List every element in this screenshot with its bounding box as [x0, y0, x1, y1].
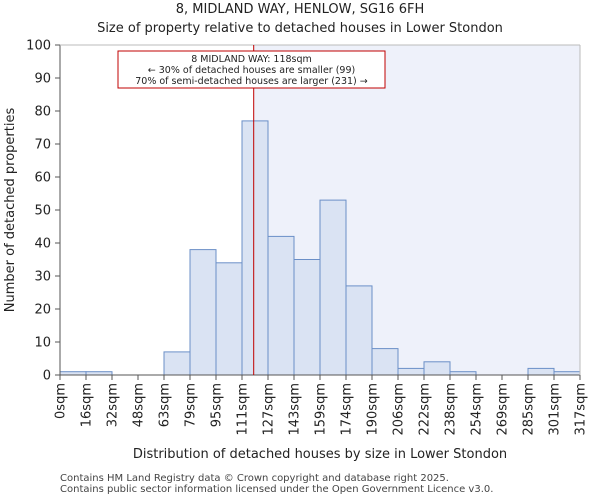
y-tick-label: 40 — [34, 237, 51, 252]
annotation-line-2: ← 30% of detached houses are smaller (99… — [148, 65, 355, 76]
y-tick-label: 90 — [34, 72, 51, 87]
bar[interactable] — [527, 367, 555, 376]
annotation-line-3: 70% of semi-detached houses are larger (… — [135, 76, 368, 87]
x-tick-label: 0sqm — [54, 383, 69, 419]
x-tick-label: 159sqm — [314, 383, 329, 436]
x-tick-label: 79sqm — [184, 383, 199, 427]
chart-title: 8, MIDLAND WAY, HENLOW, SG16 6FH — [176, 2, 425, 17]
annotation-box — [117, 50, 386, 89]
y-tick-label: 20 — [34, 303, 51, 318]
x-tick-label: 285sqm — [522, 383, 537, 436]
x-tick-label: 127sqm — [262, 383, 277, 436]
bar[interactable] — [345, 285, 373, 376]
x-tick-label: 16sqm — [80, 383, 95, 427]
y-axis-label: Number of detached properties — [3, 108, 18, 313]
x-tick-label: 238sqm — [444, 383, 459, 436]
bar[interactable] — [189, 249, 217, 376]
bar[interactable] — [163, 351, 191, 376]
footer-line-1: Contains HM Land Registry data © Crown c… — [60, 473, 449, 484]
y-tick-label: 10 — [34, 336, 51, 351]
footer-line-2: Contains public sector information licen… — [60, 484, 494, 495]
y-tick-label: 60 — [34, 171, 51, 186]
x-tick-label: 206sqm — [392, 383, 407, 436]
x-tick-label: 269sqm — [496, 383, 511, 436]
annotation-line-1: 8 MIDLAND WAY: 118sqm — [191, 54, 312, 65]
histogram-chart: 8, MIDLAND WAY, HENLOW, SG16 6FH Size of… — [3, 2, 589, 462]
bar[interactable] — [397, 367, 425, 376]
y-tick-label: 100 — [26, 39, 51, 54]
y-tick-label: 0 — [43, 369, 51, 384]
x-tick-label: 63sqm — [158, 383, 173, 427]
y-tick-label: 50 — [34, 204, 51, 219]
x-tick-label: 222sqm — [418, 383, 433, 436]
x-tick-label: 32sqm — [106, 383, 121, 427]
bar[interactable] — [319, 199, 347, 376]
x-tick-label: 95sqm — [210, 383, 225, 427]
bar[interactable] — [293, 259, 321, 376]
x-tick-label: 48sqm — [132, 383, 147, 427]
bar[interactable] — [423, 361, 451, 376]
y-tick-label: 80 — [34, 105, 51, 120]
y-tick-label: 70 — [34, 138, 51, 153]
bar[interactable] — [371, 348, 399, 376]
bar[interactable] — [215, 262, 243, 376]
x-tick-label: 174sqm — [340, 383, 355, 436]
x-tick-label: 317sqm — [574, 383, 589, 436]
bar[interactable] — [267, 235, 295, 376]
x-tick-label: 254sqm — [470, 383, 485, 436]
x-tick-label: 143sqm — [288, 383, 303, 436]
x-tick-label: 190sqm — [366, 383, 381, 436]
chart-subtitle: Size of property relative to detached ho… — [97, 21, 503, 36]
x-tick-label: 111sqm — [236, 383, 251, 436]
bar[interactable] — [241, 120, 269, 376]
x-axis-label: Distribution of detached houses by size … — [133, 447, 507, 462]
y-tick-label: 30 — [34, 270, 51, 285]
x-tick-label: 301sqm — [548, 383, 563, 436]
plot-area: 0 10 20 30 40 50 60 70 80 90 100 0sqm 16sqm 32sqm 48sq… — [26, 39, 588, 436]
